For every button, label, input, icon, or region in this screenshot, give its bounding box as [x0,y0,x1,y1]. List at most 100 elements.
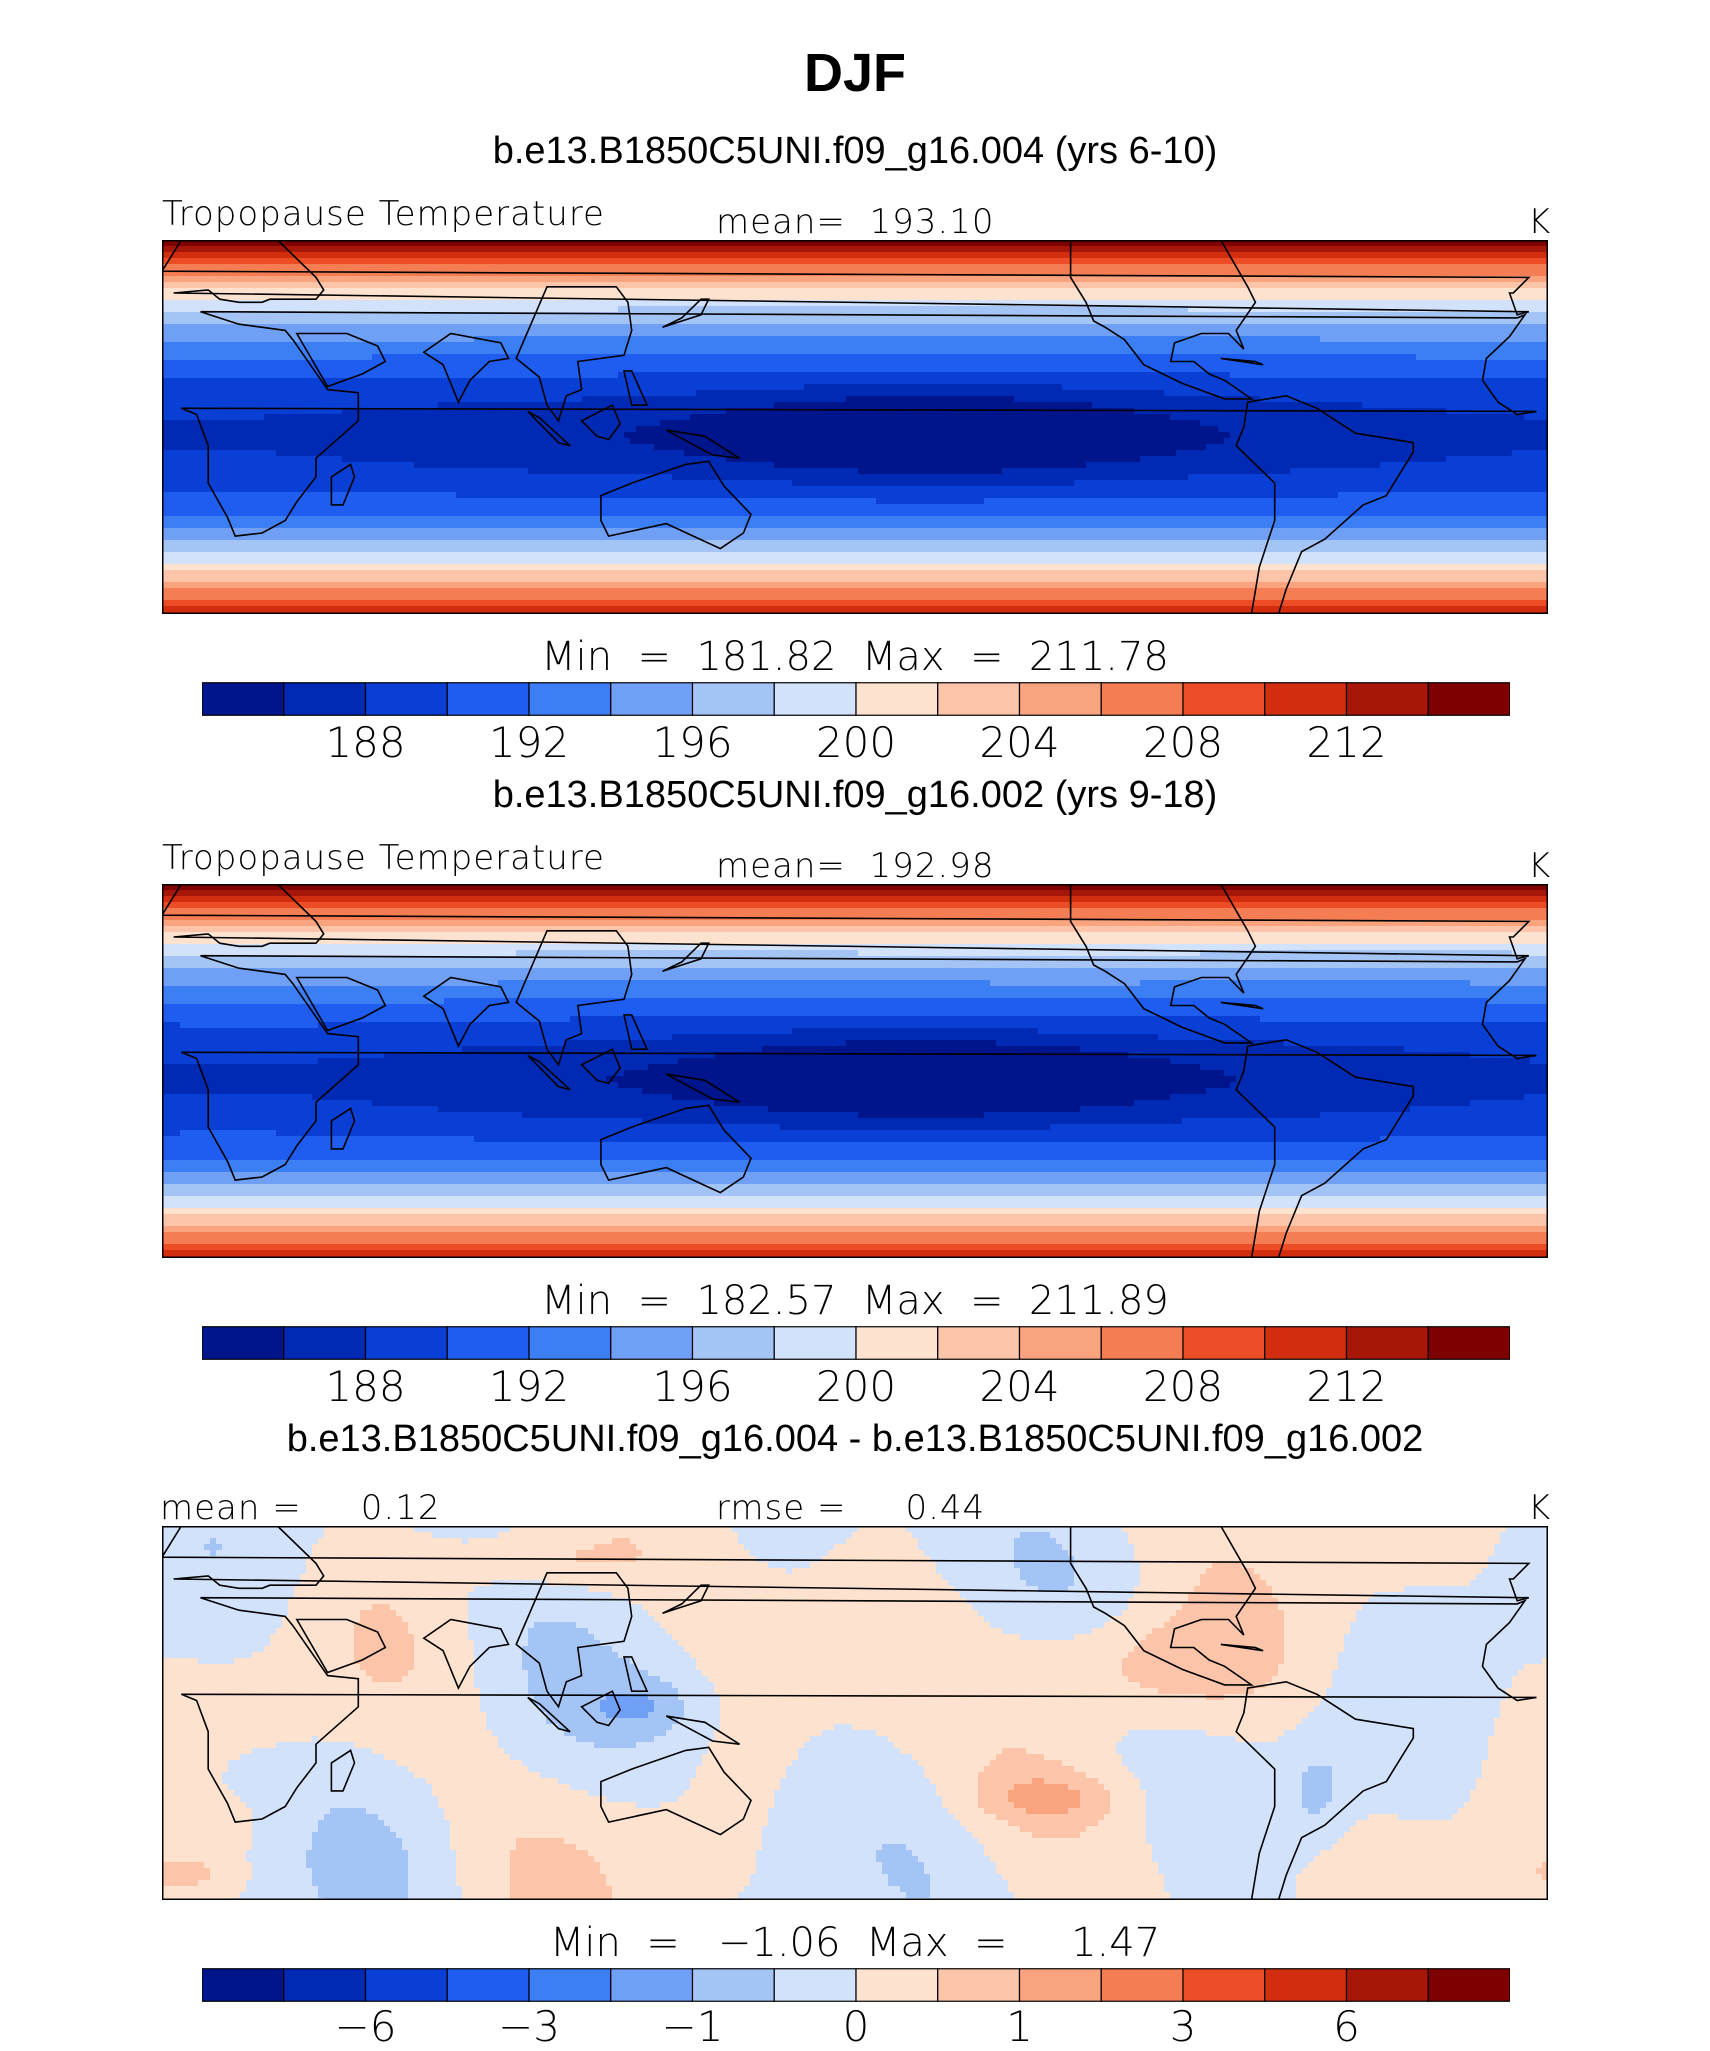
colorbar-swatch [528,1326,612,1360]
panel3-units-label: K [1528,1488,1551,1528]
colorbar-tick-label: 212 [1306,1362,1386,1411]
colorbar-swatch [1182,682,1266,716]
colorbar-tick-label: 6 [1333,2002,1360,2051]
coastline [580,404,622,441]
panel1-units-label: K [1528,202,1551,242]
coastline [295,332,387,388]
colorbar-tick-label: 188 [325,1362,405,1411]
colorbar-swatch [1427,1968,1511,2002]
colorbar-swatch [1018,1326,1102,1360]
colorbar-swatch [1427,1326,1511,1360]
coastline [295,976,387,1032]
colorbar-tick-label: 1 [1006,2002,1033,2051]
colorbar-swatch [1345,1968,1429,2002]
coastline [623,1014,649,1050]
panel3-case-title: b.e13.B1850C5UNI.f09_g16.004 - b.e13.B18… [0,1418,1710,1461]
coastline [1235,1680,1415,1900]
coastline [623,1656,649,1692]
panel3-mean-label: mean = 0.12 [160,1488,440,1528]
colorbar-swatch [1345,1326,1429,1360]
colorbar-tick-label: 204 [979,718,1059,767]
coastline [665,429,740,459]
contour-field [162,240,1548,614]
colorbar-tick-label: 196 [652,1362,732,1411]
colorbar-swatch [201,1326,285,1360]
colorbar-swatch [855,1968,939,2002]
coastline [623,370,649,406]
colorbar-swatch [201,1968,285,2002]
coastline [527,410,571,447]
panel1-map-svg [162,240,1548,614]
panel2-map-svg [162,884,1548,1258]
colorbar-swatch [201,682,285,716]
coastlines [162,884,1537,1258]
panel2-units-label: K [1528,846,1551,886]
panel3-colorbar-svg [201,1968,1511,2002]
coastline [162,240,1531,316]
colorbar-swatch [283,682,367,716]
colorbar-swatch [283,1968,367,2002]
coastline [662,942,710,973]
season-title: DJF [0,42,1710,104]
colorbar-swatch [1100,1326,1184,1360]
map-border [162,240,1548,614]
colorbar-swatch [691,1326,775,1360]
coastline [1069,884,1257,1044]
colorbar-tick-label: 192 [489,1362,569,1411]
colorbar-swatch [1018,1968,1102,2002]
coastline [1220,1001,1264,1010]
coastline [1220,357,1264,366]
colorbar-tick-label: 200 [816,718,896,767]
coastline [162,1526,1531,1602]
coastline [600,460,752,550]
coastline [422,332,510,404]
panel3-map [162,1526,1548,1900]
coastline [580,1048,622,1085]
coastline [180,310,1537,537]
coastline [515,1572,633,1709]
map-border [162,884,1548,1258]
coastline [580,1690,622,1727]
colorbar-swatch [691,682,775,716]
coastline [665,1073,740,1103]
colorbar-tick-label: −6 [335,2002,397,2051]
colorbar-tick-label: 212 [1306,718,1386,767]
coastline [600,1746,752,1836]
coastline [527,1054,571,1091]
colorbar-tick-label: 192 [489,718,569,767]
coastline [515,286,633,423]
panel1-case-title: b.e13.B1850C5UNI.f09_g16.004 (yrs 6-10) [0,130,1710,173]
coastline [515,930,633,1067]
coastline [180,1596,1537,1823]
map-border [162,1526,1548,1900]
colorbar-swatch [1264,1968,1348,2002]
coastlines [162,240,1537,614]
colorbar-swatch [364,1968,448,2002]
panel2-colorbar-ticks: 188 192 196 200 204 208 212 [202,1362,1510,1411]
contour-field [162,1526,1548,1900]
colorbar-swatch [773,1326,857,1360]
colorbar-swatch [937,1326,1021,1360]
panel1-mean-label: mean= 193.10 [716,202,995,242]
colorbar-swatch [528,1968,612,2002]
coastline [295,1618,387,1674]
colorbar-swatch [1264,1326,1348,1360]
panel1-minmax-stats: Min = 181.82 Max = 211.78 [0,634,1710,680]
colorbar-swatch [446,1326,530,1360]
panel1-colorbar-ticks: 188 192 196 200 204 208 212 [202,718,1510,767]
colorbar-tick-label: 3 [1170,2002,1197,2051]
colorbar-swatch [446,1968,530,2002]
colorbar-tick-label: −1 [662,2002,724,2051]
panel2-minmax-stats: Min = 182.57 Max = 211.89 [0,1278,1710,1324]
colorbar-swatch [1182,1968,1266,2002]
colorbar-swatch [364,1326,448,1360]
colorbar-swatch [364,682,448,716]
colorbar-swatch [610,1968,694,2002]
panel3-colorbar-ticks: −6 −3 −1 0 1 3 6 [202,2002,1510,2051]
colorbar-swatch [1345,682,1429,716]
coastline [662,298,710,329]
colorbar-swatch [1182,1326,1266,1360]
coastline [422,1618,510,1690]
colorbar-swatch [1018,682,1102,716]
colorbar-tick-label: 188 [325,718,405,767]
